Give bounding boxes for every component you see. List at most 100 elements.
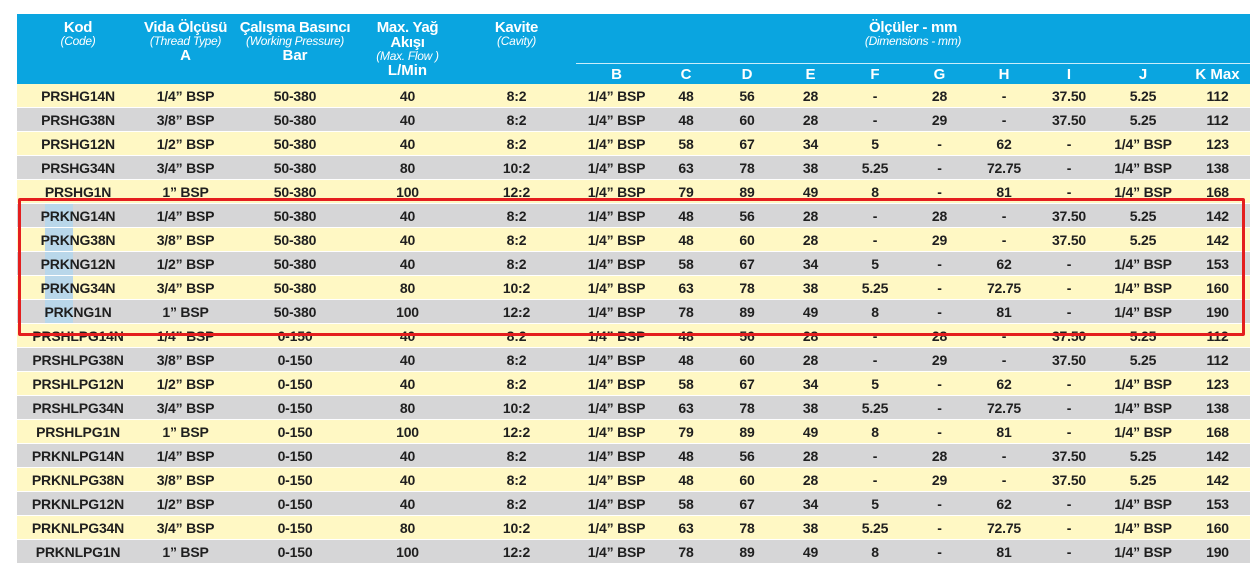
header-dimensions-sub: (Dimensions - mm) — [864, 34, 962, 48]
cell-dim-c: 78 — [657, 299, 715, 324]
cell-pressure: 50-380 — [232, 107, 358, 132]
header-pressure: Çalışma Basıncı (Working Pressure) Bar — [232, 14, 358, 84]
cell-dim-b: 1/4” BSP — [576, 419, 657, 444]
cell-pressure: 0-150 — [232, 347, 358, 372]
cell-code: PRKNG12N — [17, 251, 139, 276]
cell-dim-k-max: 123 — [1185, 371, 1250, 396]
cell-pressure: 50-380 — [232, 251, 358, 276]
cell-dim-i: 37.50 — [1037, 107, 1101, 132]
cell-dim-f: - — [842, 323, 908, 348]
cell-flow: 40 — [358, 84, 457, 108]
cell-dim-k-max: 123 — [1185, 131, 1250, 156]
cell-dim-e: 38 — [779, 395, 842, 420]
cell-dim-e: 28 — [779, 347, 842, 372]
header-cavity-sub: (Cavity) — [497, 34, 536, 48]
cell-dim-b: 1/4” BSP — [576, 371, 657, 396]
cell-dim-c: 79 — [657, 419, 715, 444]
cell-dim-d: 89 — [715, 179, 779, 204]
table-row: PRSHLPG38N 3/8” BSP 0-150 40 8:2 1/4” BSP 48 60… — [17, 347, 1250, 372]
cell-dim-j: 1/4” BSP — [1101, 155, 1185, 180]
header-dim-c: C — [657, 63, 715, 84]
cell-pressure: 0-150 — [232, 491, 358, 516]
cell-code: PRKNG1N — [17, 299, 139, 324]
table-row: PRSHLPG12N 1/2” BSP 0-150 40 8:2 1/4” BSP 58 67… — [17, 371, 1250, 396]
cell-dim-k-max: 142 — [1185, 467, 1250, 492]
cell-dim-j: 5.25 — [1101, 84, 1185, 108]
cell-dim-g: - — [908, 275, 971, 300]
cell-cavity: 12:2 — [457, 539, 576, 564]
cell-dim-e: 38 — [779, 515, 842, 540]
cell-thread: 3/4” BSP — [139, 395, 232, 420]
cell-flow: 40 — [358, 491, 457, 516]
cell-dim-c: 58 — [657, 371, 715, 396]
cell-thread: 1” BSP — [139, 299, 232, 324]
table-row: PRSHG12N 1/2” BSP 50-380 40 8:2 1/4” BSP 58 67 3… — [17, 131, 1250, 156]
cell-dim-b: 1/4” BSP — [576, 323, 657, 348]
cell-dim-b: 1/4” BSP — [576, 443, 657, 468]
cell-dim-d: 67 — [715, 251, 779, 276]
cell-flow: 40 — [358, 227, 457, 252]
cell-dim-b: 1/4” BSP — [576, 203, 657, 228]
cell-dim-i: - — [1037, 131, 1101, 156]
cell-dim-c: 58 — [657, 251, 715, 276]
cell-thread: 3/8” BSP — [139, 107, 232, 132]
spec-table: Kod (Code) Vida Ölçüsü (Thread Type) A Ç… — [17, 14, 1250, 564]
header-dim-e: E — [779, 63, 842, 84]
cell-dim-d: 56 — [715, 443, 779, 468]
cell-code: PRKNLPG34N — [17, 515, 139, 540]
cell-dim-d: 60 — [715, 107, 779, 132]
cell-flow: 40 — [358, 443, 457, 468]
cell-cavity: 10:2 — [457, 155, 576, 180]
cell-flow: 100 — [358, 299, 457, 324]
cell-code: PRSHLPG38N — [17, 347, 139, 372]
cell-code: PRSHG34N — [17, 155, 139, 180]
cell-cavity: 12:2 — [457, 299, 576, 324]
cell-dim-c: 48 — [657, 107, 715, 132]
cell-thread: 1/4” BSP — [139, 84, 232, 108]
cell-dim-f: 5 — [842, 131, 908, 156]
cell-dim-d: 56 — [715, 203, 779, 228]
cell-dim-f: - — [842, 443, 908, 468]
cell-code: PRSHG38N — [17, 107, 139, 132]
cell-dim-c: 58 — [657, 491, 715, 516]
cell-dim-j: 5.25 — [1101, 467, 1185, 492]
cell-flow: 100 — [358, 539, 457, 564]
cell-dim-h: - — [971, 227, 1037, 252]
cell-thread: 1/4” BSP — [139, 443, 232, 468]
cell-dim-e: 49 — [779, 419, 842, 444]
cell-dim-g: 28 — [908, 323, 971, 348]
cell-dim-g: 29 — [908, 347, 971, 372]
cell-thread: 3/4” BSP — [139, 275, 232, 300]
cell-dim-f: 8 — [842, 179, 908, 204]
cell-cavity: 8:2 — [457, 371, 576, 396]
cell-dim-k-max: 138 — [1185, 155, 1250, 180]
cell-dim-h: 62 — [971, 371, 1037, 396]
cell-dim-b: 1/4” BSP — [576, 227, 657, 252]
cell-dim-h: 81 — [971, 299, 1037, 324]
cell-dim-d: 60 — [715, 467, 779, 492]
cell-dim-d: 67 — [715, 491, 779, 516]
cell-dim-f: 8 — [842, 419, 908, 444]
header-code: Kod (Code) — [17, 14, 139, 84]
header-dim-i: I — [1037, 63, 1101, 84]
cell-dim-c: 63 — [657, 515, 715, 540]
cell-code: PRSHLPG1N — [17, 419, 139, 444]
cell-dim-h: 62 — [971, 131, 1037, 156]
cell-pressure: 0-150 — [232, 515, 358, 540]
cell-dim-j: 1/4” BSP — [1101, 539, 1185, 564]
cell-flow: 80 — [358, 275, 457, 300]
cell-dim-g: - — [908, 395, 971, 420]
cell-dim-i: - — [1037, 395, 1101, 420]
cell-dim-j: 1/4” BSP — [1101, 251, 1185, 276]
cell-dim-b: 1/4” BSP — [576, 179, 657, 204]
cell-dim-j: 5.25 — [1101, 347, 1185, 372]
table-row: PRSHG1N 1” BSP 50-380 100 12:2 1/4” BSP 79 89 49… — [17, 179, 1250, 204]
cell-flow: 80 — [358, 155, 457, 180]
cell-dim-h: 72.75 — [971, 275, 1037, 300]
header-dim-f: F — [842, 63, 908, 84]
cell-dim-d: 60 — [715, 227, 779, 252]
cell-dim-h: 81 — [971, 419, 1037, 444]
cell-dim-k-max: 112 — [1185, 84, 1250, 108]
header-cavity: Kavite (Cavity) — [457, 14, 576, 84]
cell-flow: 40 — [358, 203, 457, 228]
